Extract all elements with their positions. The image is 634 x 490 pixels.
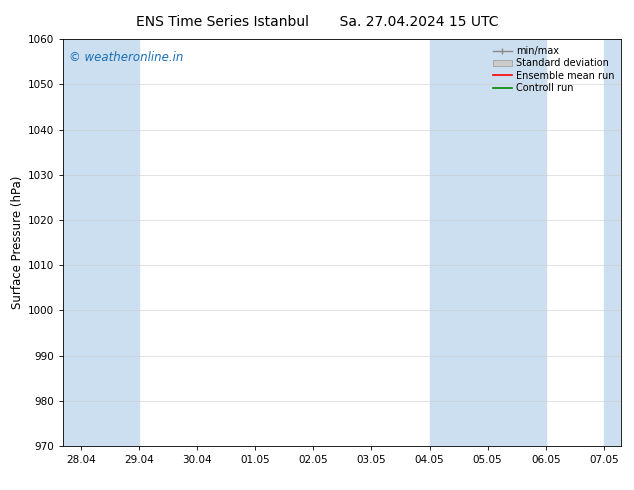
Text: © weatheronline.in: © weatheronline.in [69, 51, 183, 64]
Bar [429, 39, 546, 446]
Legend: min/max, Standard deviation, Ensemble mean run, Controll run: min/max, Standard deviation, Ensemble me… [491, 44, 616, 95]
Text: ENS Time Series Istanbul       Sa. 27.04.2024 15 UTC: ENS Time Series Istanbul Sa. 27.04.2024 … [136, 15, 498, 29]
Y-axis label: Surface Pressure (hPa): Surface Pressure (hPa) [11, 176, 24, 309]
Bar [604, 39, 621, 446]
Bar [63, 39, 139, 446]
